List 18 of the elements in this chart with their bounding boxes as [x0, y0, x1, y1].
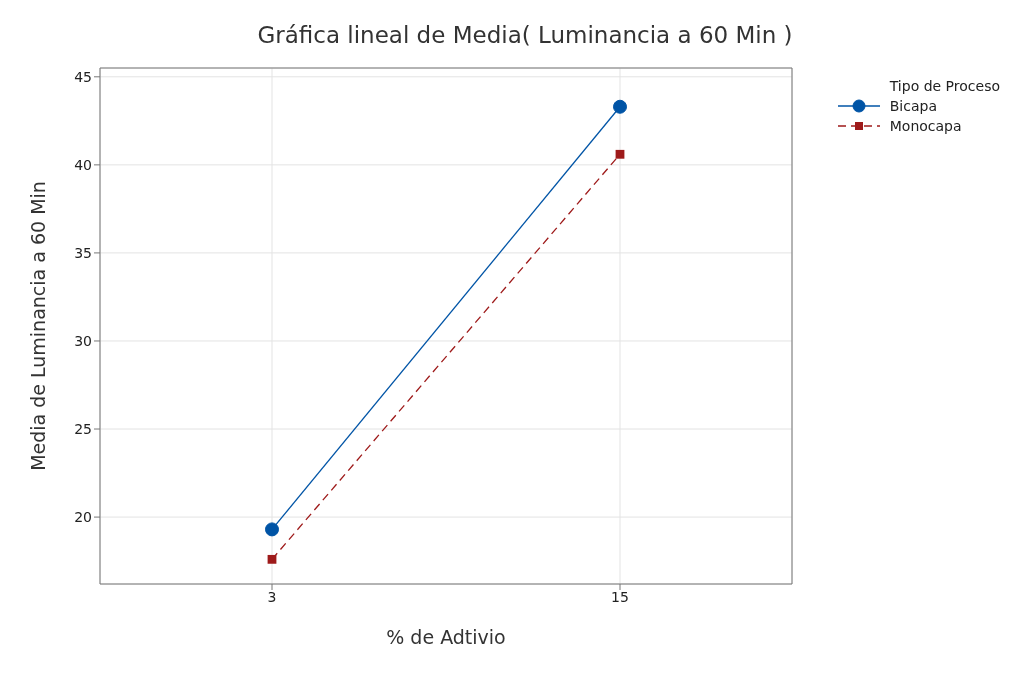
legend-label: Bicapa	[889, 97, 937, 116]
y-tick-label: 20	[74, 509, 92, 526]
x-tick-label: 15	[611, 588, 629, 605]
point	[615, 149, 625, 159]
y-tick-label: 35	[74, 244, 92, 261]
y-axis-title: Media de Luminancia a 60 Min	[26, 181, 49, 471]
chart-title: Gráfica lineal de Media( Luminancia a 60 Min )	[256, 22, 794, 48]
legend-title: Tipo de Proceso	[888, 77, 1000, 96]
y-tick-label: 30	[74, 332, 92, 349]
point	[267, 554, 277, 564]
point	[265, 522, 279, 537]
point	[613, 99, 627, 114]
x-tick-label: 3	[267, 588, 277, 605]
y-tick-label: 40	[74, 156, 92, 173]
y-tick-label: 25	[74, 420, 92, 437]
x-axis-title: % de Adtivio	[386, 626, 506, 648]
y-tick-label: 45	[74, 68, 92, 85]
legend-label: Monocapa	[889, 117, 962, 136]
